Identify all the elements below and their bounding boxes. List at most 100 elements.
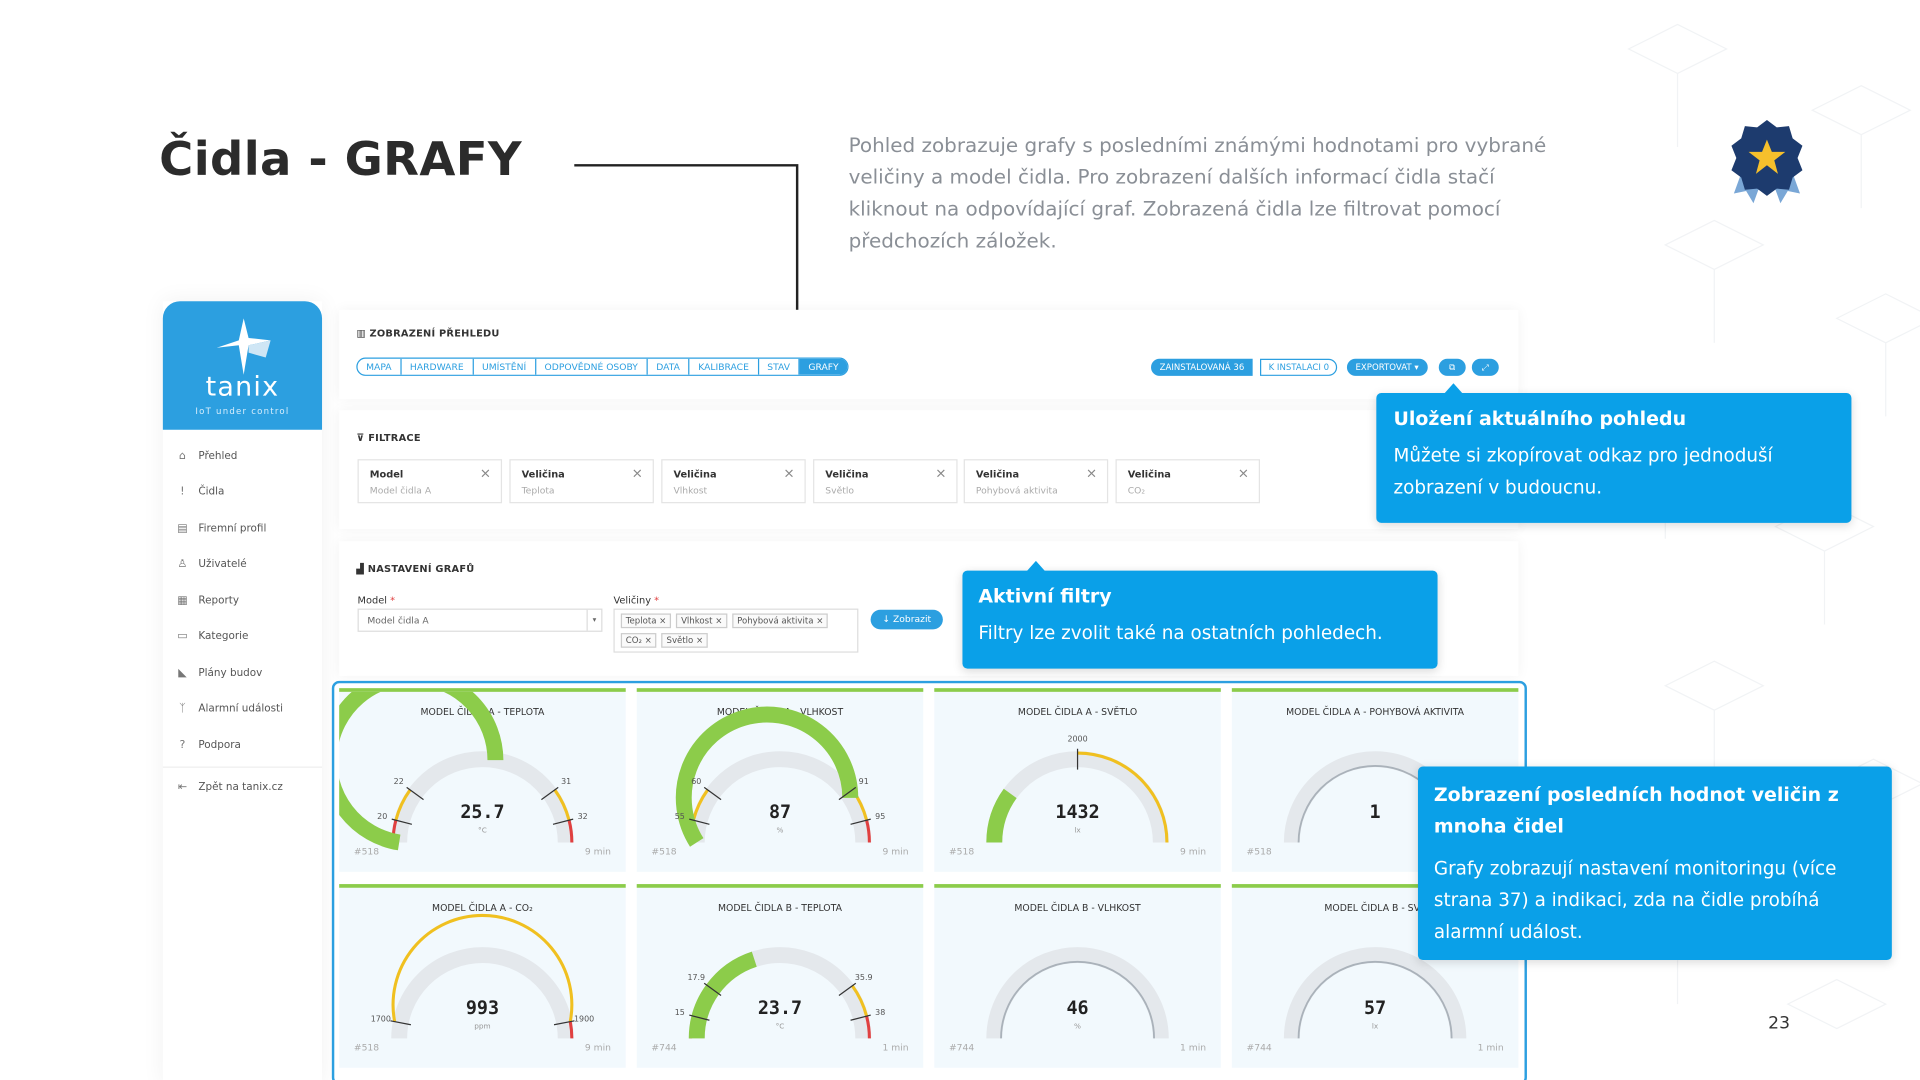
gauge-card[interactable]: MODEL ČIDLA B - VLHKOST 46% #744 1 min: [934, 884, 1221, 1068]
gauge-card[interactable]: MODEL ČIDLA B - TEPLOTA 15 17.9 35.9 38 23.7 °…: [636, 884, 924, 1068]
tab-kalibrace[interactable]: KALIBRACE: [690, 358, 759, 375]
gauge-tick-label: 31: [561, 777, 571, 786]
show-button[interactable]: ↓ Zobrazit: [870, 609, 943, 630]
tab-odpovedne-osoby[interactable]: ODPOVĚDNÉ OSOBY: [536, 358, 648, 375]
quantity-tag[interactable]: Vlhkost ×: [676, 613, 728, 629]
gauge-value: 46: [1066, 998, 1088, 1019]
model-field-label-text: Model: [357, 595, 387, 607]
quantities-field-label: Veličiny *: [613, 595, 659, 606]
sidebar-item-back[interactable]: ⇤ Zpět na tanix.cz: [163, 770, 322, 806]
close-icon[interactable]: ×: [935, 465, 947, 482]
gauge-tick: [703, 786, 722, 801]
tab-data[interactable]: DATA: [648, 358, 690, 375]
close-icon[interactable]: ×: [631, 465, 643, 482]
tab-stav[interactable]: STAV: [759, 358, 800, 375]
export-button[interactable]: EXPORTOVAT ▾: [1346, 358, 1428, 376]
gauge-fill: [986, 788, 1017, 843]
filter-icon: ⊽: [356, 432, 369, 444]
gauge-track: [391, 751, 574, 843]
quantity-tag-label: CO₂: [625, 635, 642, 646]
sidebar-item-podpora[interactable]: ? Podpora: [163, 727, 322, 763]
installed-count-button[interactable]: ZAINSTALOVANÁ 36: [1151, 358, 1253, 376]
copy-link-button[interactable]: ⧉: [1438, 358, 1466, 376]
gauge-tick-label: 1900: [574, 1014, 594, 1023]
gauge-chart: 20 22 31 32 25.7 °C: [339, 691, 588, 851]
callout-save-view: Uložení aktuálního pohledu Můžete si zko…: [1376, 383, 1852, 523]
gauge-title: MODEL ČIDLA A - POHYBOVÁ AKTIVITA: [1286, 706, 1465, 718]
sensor-id: #518: [353, 1042, 380, 1054]
tab-hardware[interactable]: HARDWARE: [401, 358, 474, 375]
sidebar-item-cidla[interactable]: ǃ Čidla: [163, 474, 322, 510]
model-field-label: Model *: [358, 595, 395, 606]
gauge-unit: °C: [478, 826, 487, 835]
gauge-card[interactable]: MODEL ČIDLA A - TEPLOTA 20 22 31 32 25.7 °C #51…: [339, 688, 626, 872]
quantity-tag[interactable]: Teplota ×: [620, 613, 672, 629]
filter-chip-svetlo[interactable]: Veličina Světlo ×: [813, 459, 958, 504]
quantity-tag-label: Pohybová aktivita: [737, 615, 814, 626]
sidebar-item-label: Zpět na tanix.cz: [198, 781, 283, 794]
gauge-card[interactable]: MODEL ČIDLA A - CO₂ 1700 1900 993 ppm #518 9 m…: [339, 884, 626, 1068]
logo[interactable]: tanix IoT under control: [162, 301, 323, 430]
quantities-multiselect[interactable]: Teplota × Vlhkost × Pohybová aktivita × CO₂…: [613, 608, 859, 653]
sidebar-item-reporty[interactable]: ▦ Reporty: [163, 583, 322, 619]
filters-label: ⊽ FILTRACE: [356, 432, 420, 443]
gauge-tick: [850, 818, 871, 825]
close-icon[interactable]: ×: [479, 465, 492, 482]
filter-chip-label: Model: [369, 468, 404, 481]
sidebar-item-firemni-profil[interactable]: ▤ Firemní profil: [163, 511, 322, 547]
sensor-id: #744: [651, 1042, 677, 1054]
gauge-tick: [838, 982, 857, 997]
filter-chip-vlhkost[interactable]: Veličina Vlhkost ×: [661, 459, 806, 504]
quantity-tag[interactable]: CO₂ ×: [620, 633, 657, 648]
tab-grafy[interactable]: GRAFY: [799, 358, 848, 375]
sidebar-item-uzivatele[interactable]: ♙ Uživatelé: [163, 547, 322, 583]
fullscreen-button[interactable]: ⤢: [1471, 358, 1499, 376]
last-update-time: 9 min: [1180, 846, 1207, 858]
tab-mapa[interactable]: MAPA: [358, 358, 402, 375]
gauge-tick: [850, 1014, 871, 1021]
close-icon[interactable]: ×: [783, 465, 795, 482]
gauge-card[interactable]: MODEL ČIDLA A - SVĚTLO 2000 1432 lx #518 9 mi…: [934, 688, 1221, 872]
gauge-fill: [675, 706, 859, 847]
overview-label-text: ZOBRAZENÍ PŘEHLEDU: [369, 328, 500, 340]
tab-umisteni[interactable]: UMÍSTĚNÍ: [473, 358, 536, 375]
copy-icon: ⧉: [1449, 362, 1456, 373]
tanix-logo-icon: [216, 318, 271, 375]
quantity-tag[interactable]: Světlo ×: [661, 633, 709, 648]
sensor-id: #518: [1246, 846, 1272, 858]
sidebar-item-plany-budov[interactable]: ◣ Plány budov: [163, 655, 322, 691]
gauge-chart: 15 17.9 35.9 38 23.7 °C: [675, 947, 885, 1039]
to-install-count-button[interactable]: K INSTALACI 0: [1260, 358, 1338, 376]
gauge-chart: 55 60 91 95 87%: [675, 706, 885, 847]
slide-description: Pohled zobrazuje grafy s posledními znám…: [848, 133, 1547, 253]
gauge-tick: [553, 1020, 575, 1026]
filter-chip-pohybova-aktivita[interactable]: Veličina Pohybová aktivita ×: [963, 459, 1109, 504]
last-update-time: 1 min: [1477, 1042, 1504, 1054]
callout-body: Filtry lze zvolit také na ostatních pohl…: [978, 622, 1383, 645]
sidebar-item-label: Alarmní události: [198, 703, 284, 716]
gauge-card[interactable]: MODEL ČIDLA A - VLHKOST 55 60 91 95 87% #518 9 …: [636, 688, 924, 872]
sidebar-item-label: Plány budov: [198, 667, 263, 680]
columns-icon: ▥: [356, 328, 370, 340]
filter-chip-model[interactable]: Model Model čidla A ×: [357, 459, 503, 504]
sidebar: tanix IoT under control ⌂ Přehled ǃ Čidla …: [162, 301, 323, 1080]
sensor-id: #518: [948, 846, 975, 858]
sidebar-item-kategorie[interactable]: ▭ Kategorie: [163, 619, 322, 655]
callout-arrow: [1026, 560, 1046, 572]
filter-chip-teplota[interactable]: Veličina Teplota ×: [509, 459, 654, 504]
gauge-track: [688, 751, 872, 843]
close-icon[interactable]: ×: [1085, 465, 1098, 482]
gauge-card[interactable]: MODEL ČIDLA B - SVĚ 57 lx #744 1 min: [1231, 884, 1519, 1068]
quantity-tag[interactable]: Pohybová aktivita ×: [732, 613, 829, 629]
gauge-value: 993: [466, 998, 499, 1019]
model-select[interactable]: Model čidla A ▾: [357, 608, 603, 632]
filter-chip-value: Světlo: [825, 484, 855, 496]
filter-chip-co2[interactable]: Veličina CO₂ ×: [1115, 459, 1261, 504]
gauge-tick: [406, 786, 424, 801]
gauge-title: MODEL ČIDLA B - VLHKOST: [1014, 902, 1141, 914]
sidebar-item-prehled[interactable]: ⌂ Přehled: [163, 438, 322, 474]
shop-icon: ▤: [177, 522, 188, 535]
sidebar-item-alarmni-udalosti[interactable]: ᛉ Alarmní události: [163, 691, 322, 727]
sidebar-item-label: Podpora: [198, 739, 241, 752]
close-icon[interactable]: ×: [1237, 465, 1249, 482]
